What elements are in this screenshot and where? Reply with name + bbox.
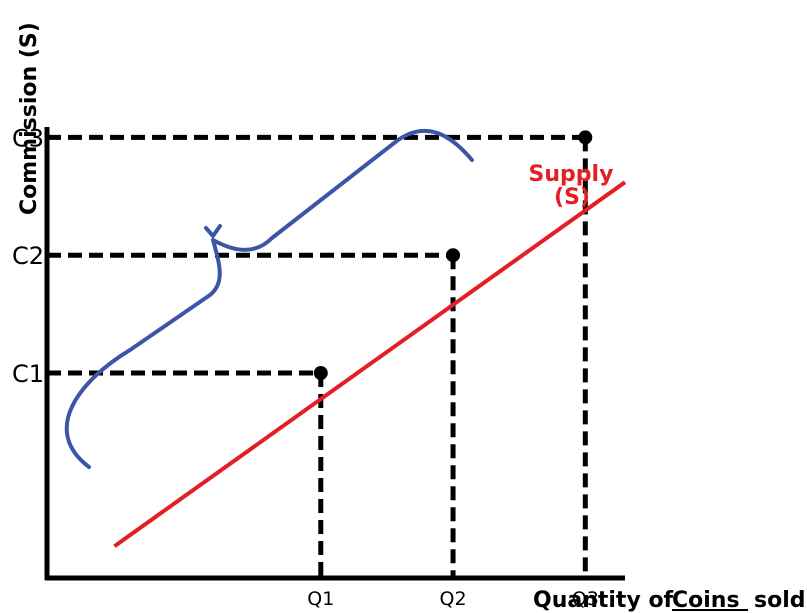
x-tick-label-3: Q3 — [572, 588, 599, 610]
x-axis-title-suffix: sold — [754, 588, 806, 613]
x-tick-label-2: Q2 — [440, 588, 467, 610]
y-tick-labels: C1 C2 C3 — [12, 124, 44, 388]
x-axis-title: Quantity of Coins sold — [533, 588, 806, 613]
annotation-brace — [64, 128, 474, 469]
x-tick-labels: Q1 Q2 Q3 — [307, 588, 599, 610]
y-axis-title: Commission (S) — [17, 22, 42, 215]
supply-points — [313, 130, 593, 381]
y-tick-label-3: C3 — [12, 124, 44, 152]
x-axis-title-prefix: Quantity of — [533, 588, 674, 613]
supply-line — [113, 180, 627, 548]
supply-point-3 — [578, 130, 593, 145]
annotation-arrowhead — [204, 224, 222, 238]
supply-label-line2: (S) — [554, 185, 590, 210]
supply-point-2 — [446, 248, 461, 263]
x-tick-label-1: Q1 — [307, 588, 334, 610]
x-axis-title-emphasis: Coins — [672, 588, 740, 613]
supply-point-1 — [313, 366, 328, 381]
y-tick-label-2: C2 — [12, 242, 44, 270]
supply-label-line1: Supply — [529, 162, 614, 187]
y-tick-label-1: C1 — [12, 360, 44, 388]
